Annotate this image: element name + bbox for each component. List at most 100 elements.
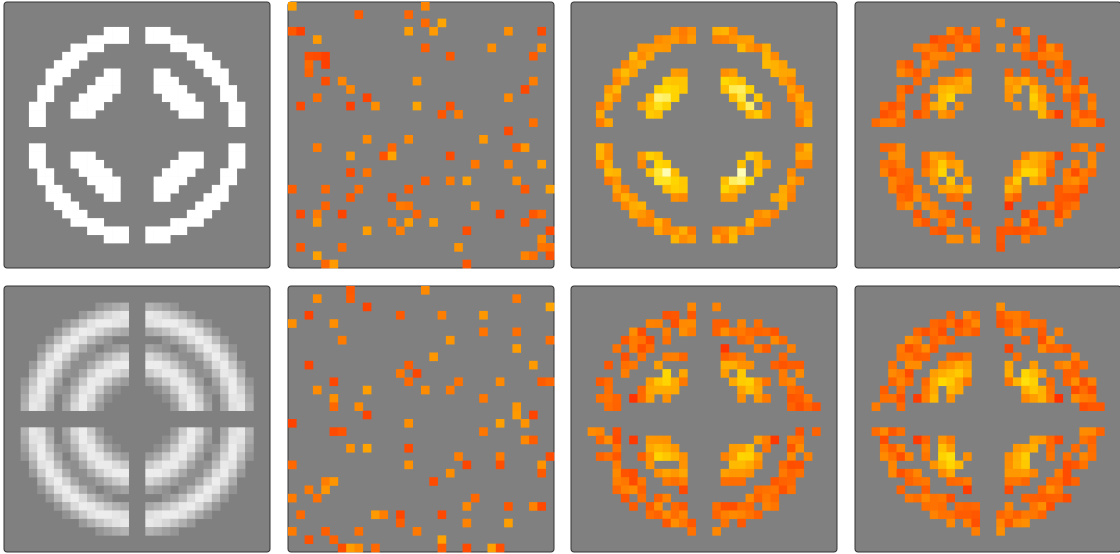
pixel xyxy=(179,444,188,453)
pixel xyxy=(154,319,163,328)
pixel xyxy=(996,510,1005,519)
pixel xyxy=(195,110,204,119)
pixel xyxy=(170,477,179,486)
pixel xyxy=(363,168,372,177)
pixel xyxy=(179,394,188,403)
pixel xyxy=(37,436,46,445)
pixel xyxy=(162,377,171,386)
pixel xyxy=(721,185,730,194)
pixel xyxy=(795,102,804,111)
pixel xyxy=(87,394,96,403)
pixel xyxy=(504,93,513,102)
pixel xyxy=(922,60,931,69)
pixel xyxy=(938,461,947,470)
pixel xyxy=(754,386,763,395)
pixel xyxy=(112,85,121,94)
pixel xyxy=(687,303,696,312)
pixel xyxy=(87,361,96,370)
pixel xyxy=(737,85,746,94)
pixel xyxy=(355,185,364,194)
pixel xyxy=(204,436,213,445)
pixel xyxy=(71,361,80,370)
pixel xyxy=(87,328,96,337)
pixel xyxy=(46,427,55,436)
pixel xyxy=(62,319,71,328)
pixel xyxy=(1038,177,1047,186)
pixel xyxy=(646,152,655,161)
pixel xyxy=(938,160,947,169)
pixel xyxy=(421,386,430,395)
pixel xyxy=(87,102,96,111)
pixel xyxy=(187,210,196,219)
pixel xyxy=(87,486,96,495)
pixel xyxy=(1005,519,1014,528)
pixel xyxy=(955,477,964,486)
pixel xyxy=(671,35,680,44)
pixel xyxy=(54,444,63,453)
pixel xyxy=(1079,452,1088,461)
pixel xyxy=(996,44,1005,53)
pixel xyxy=(104,469,113,478)
pixel xyxy=(1071,202,1080,211)
pixel xyxy=(596,102,605,111)
pixel xyxy=(729,444,738,453)
pixel xyxy=(779,353,788,362)
pixel xyxy=(654,444,663,453)
pixel xyxy=(946,77,955,86)
pixel xyxy=(87,436,96,445)
pixel xyxy=(971,519,980,528)
pixel xyxy=(62,427,71,436)
pixel xyxy=(29,110,38,119)
pixel xyxy=(396,311,405,320)
pixel xyxy=(162,193,171,202)
pixel xyxy=(363,444,372,453)
pixel xyxy=(922,152,931,161)
pixel xyxy=(746,452,755,461)
pixel xyxy=(679,510,688,519)
pixel xyxy=(62,369,71,378)
pixel xyxy=(946,193,955,202)
pixel xyxy=(687,311,696,320)
pixel xyxy=(946,177,955,186)
page: (() => { const data = JSON.parse(documen… xyxy=(0,0,1120,554)
pixel xyxy=(922,436,931,445)
pixel xyxy=(529,361,538,370)
pixel xyxy=(154,353,163,362)
pixel xyxy=(1055,218,1064,227)
pixel xyxy=(187,110,196,119)
pixel xyxy=(671,177,680,186)
pixel xyxy=(245,386,254,395)
pixel xyxy=(179,160,188,169)
pixel xyxy=(228,143,237,152)
pixel xyxy=(313,52,322,61)
pixel xyxy=(71,369,80,378)
pixel xyxy=(62,60,71,69)
pixel xyxy=(729,469,738,478)
pixel xyxy=(654,361,663,370)
pixel xyxy=(737,361,746,370)
pixel xyxy=(162,235,171,244)
pixel xyxy=(1038,102,1047,111)
pixel xyxy=(46,494,55,503)
pixel xyxy=(496,461,505,470)
pixel xyxy=(37,452,46,461)
pixel xyxy=(228,436,237,445)
pixel xyxy=(1046,69,1055,78)
pixel xyxy=(1005,193,1014,202)
pixel xyxy=(179,510,188,519)
pixel xyxy=(62,402,71,411)
pixel xyxy=(162,436,171,445)
pixel xyxy=(212,494,221,503)
pixel xyxy=(1038,160,1047,169)
pixel xyxy=(179,469,188,478)
pixel xyxy=(638,336,647,345)
pixel xyxy=(1071,353,1080,362)
pixel xyxy=(930,510,939,519)
pixel xyxy=(762,377,771,386)
pixel xyxy=(930,386,939,395)
pixel xyxy=(95,168,104,177)
pixel xyxy=(746,469,755,478)
pixel xyxy=(429,353,438,362)
pixel xyxy=(537,469,546,478)
pixel xyxy=(955,44,964,53)
